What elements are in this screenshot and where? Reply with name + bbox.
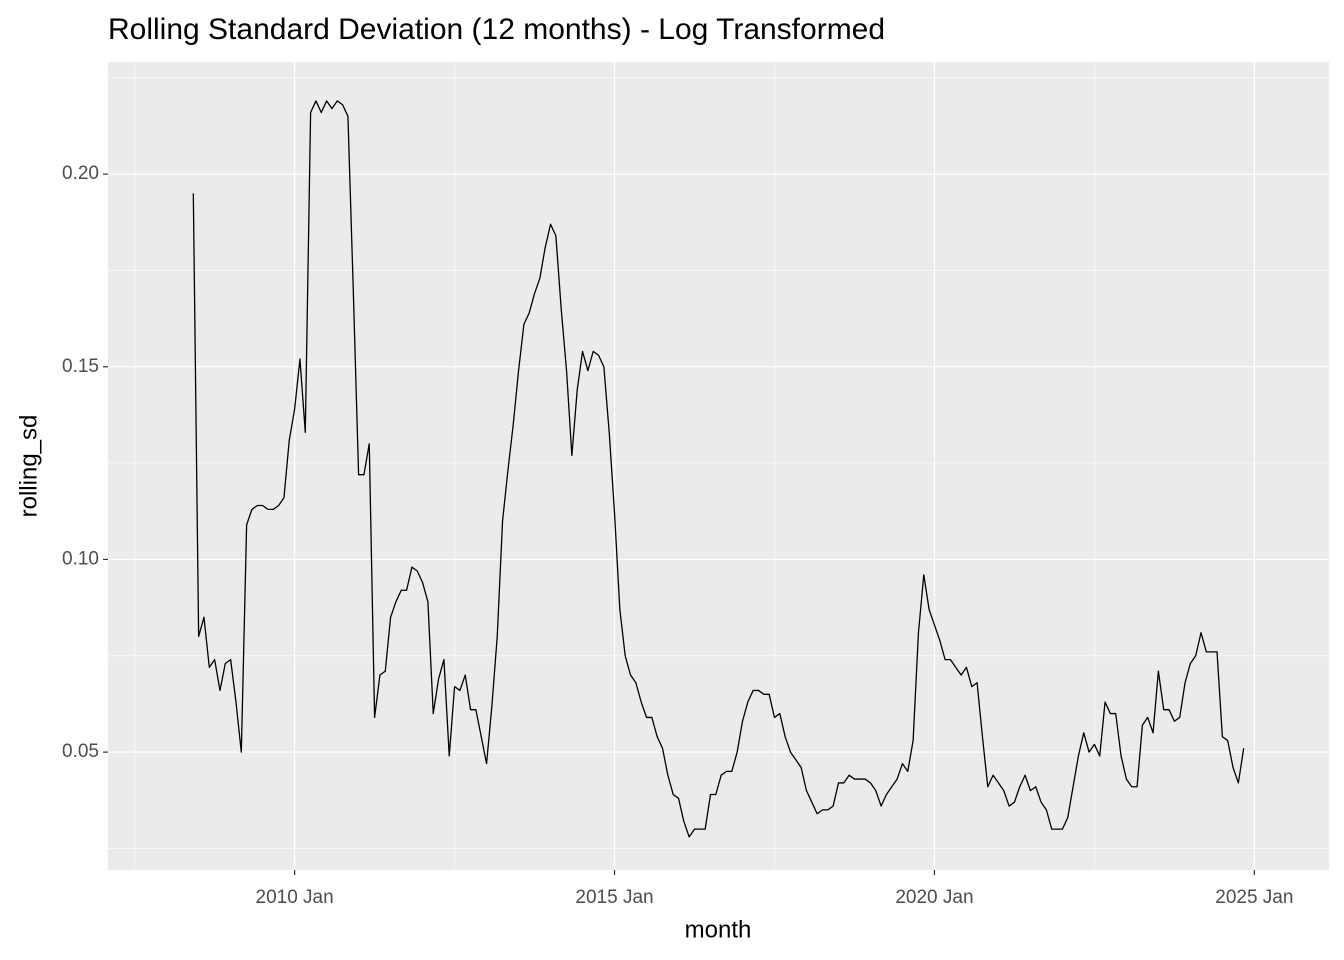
x-tick-label: 2015 Jan <box>575 887 653 908</box>
chart-title: Rolling Standard Deviation (12 months) -… <box>108 13 885 46</box>
panel <box>108 62 1329 870</box>
y-tick-label: 0.05 <box>62 741 99 762</box>
y-axis-title: rolling_sd <box>15 415 42 518</box>
y-tick-label: 0.15 <box>62 356 99 377</box>
y-tick-label: 0.10 <box>62 548 99 569</box>
data-line <box>192 100 1245 838</box>
x-axis-title: month <box>685 916 752 943</box>
grid <box>108 62 1329 870</box>
y-tick-label: 0.20 <box>62 163 99 184</box>
x-tick-label: 2010 Jan <box>256 887 334 908</box>
x-tick-label: 2025 Jan <box>1215 887 1293 908</box>
x-tick-label: 2020 Jan <box>895 887 973 908</box>
